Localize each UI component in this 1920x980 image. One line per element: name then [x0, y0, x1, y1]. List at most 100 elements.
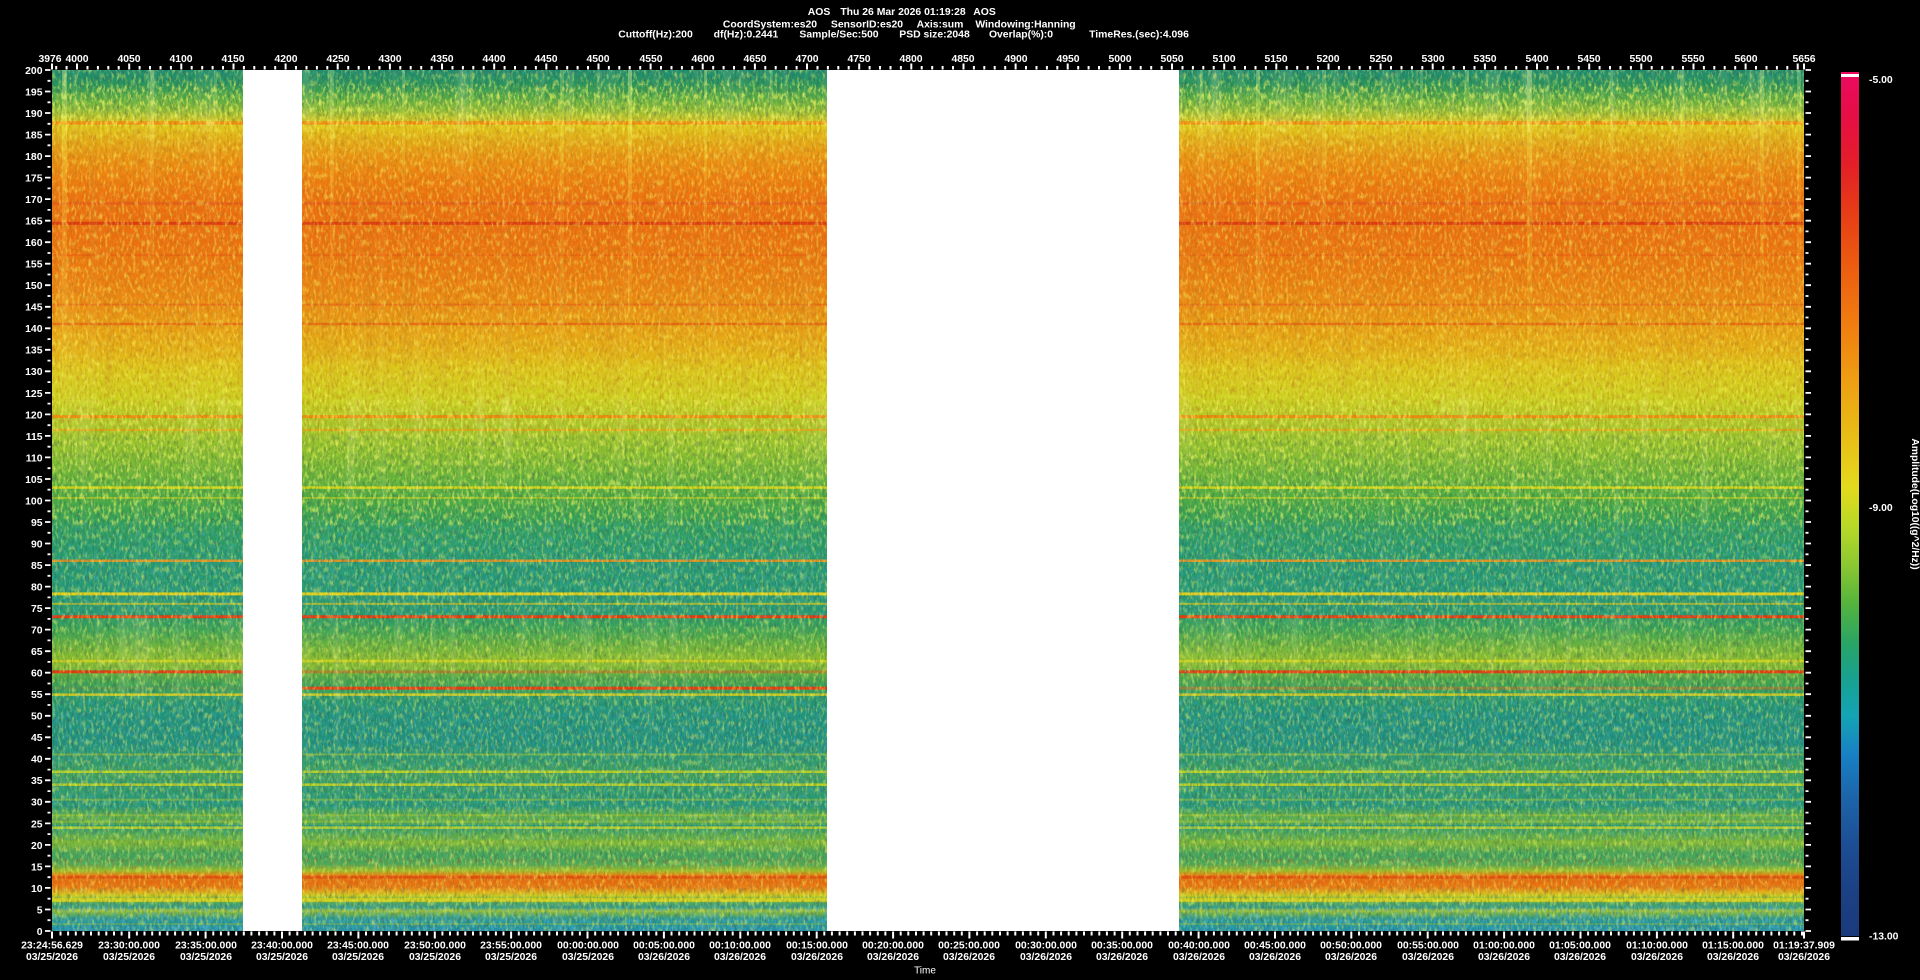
- svg-text:03/26/2026: 03/26/2026: [714, 952, 766, 963]
- svg-text:Cuttoff(Hz):200: Cuttoff(Hz):200: [618, 30, 693, 41]
- svg-text:75: 75: [31, 604, 43, 615]
- svg-text:03/25/2026: 03/25/2026: [180, 952, 232, 963]
- svg-text:4500: 4500: [586, 54, 609, 65]
- svg-text:03/25/2026: 03/25/2026: [26, 952, 78, 963]
- svg-text:Axis:sum: Axis:sum: [917, 19, 964, 30]
- svg-text:5656: 5656: [1792, 54, 1815, 65]
- svg-text:03/26/2026: 03/26/2026: [1402, 952, 1454, 963]
- svg-text:95: 95: [31, 518, 43, 529]
- svg-text:5350: 5350: [1473, 54, 1496, 65]
- svg-text:3976: 3976: [38, 54, 61, 65]
- svg-text:03/26/2026: 03/26/2026: [1478, 952, 1530, 963]
- svg-text:01:15:00.000: 01:15:00.000: [1702, 940, 1764, 951]
- svg-text:23:55:00.000: 23:55:00.000: [480, 940, 542, 951]
- svg-text:4900: 4900: [1004, 54, 1027, 65]
- svg-text:125: 125: [25, 389, 43, 400]
- svg-text:00:55:00.000: 00:55:00.000: [1397, 940, 1459, 951]
- svg-text:65: 65: [31, 647, 43, 658]
- svg-text:60: 60: [31, 669, 43, 680]
- svg-text:df(Hz):0.2441: df(Hz):0.2441: [714, 30, 779, 41]
- svg-text:4300: 4300: [378, 54, 401, 65]
- svg-text:23:45:00.000: 23:45:00.000: [327, 940, 389, 951]
- svg-text:190: 190: [25, 109, 43, 120]
- svg-text:00:05:00.000: 00:05:00.000: [633, 940, 695, 951]
- svg-text:03/26/2026: 03/26/2026: [638, 952, 690, 963]
- svg-text:AOS: AOS: [808, 7, 831, 18]
- svg-text:23:30:00.000: 23:30:00.000: [98, 940, 160, 951]
- svg-text:23:35:00.000: 23:35:00.000: [175, 940, 237, 951]
- svg-text:4250: 4250: [326, 54, 349, 65]
- svg-text:03/26/2026: 03/26/2026: [1554, 952, 1606, 963]
- svg-text:130: 130: [25, 367, 43, 378]
- svg-text:00:20:00.000: 00:20:00.000: [862, 940, 924, 951]
- svg-text:TimeRes.(sec):4.096: TimeRes.(sec):4.096: [1089, 30, 1189, 41]
- svg-text:4150: 4150: [221, 54, 244, 65]
- svg-text:03/26/2026: 03/26/2026: [1631, 952, 1683, 963]
- svg-text:00:15:00.000: 00:15:00.000: [786, 940, 848, 951]
- svg-text:03/26/2026: 03/26/2026: [1325, 952, 1377, 963]
- svg-text:01:19:37.909: 01:19:37.909: [1773, 940, 1835, 951]
- svg-text:4550: 4550: [639, 54, 662, 65]
- svg-text:160: 160: [25, 238, 43, 249]
- svg-text:40: 40: [31, 755, 43, 766]
- svg-text:Time: Time: [914, 966, 936, 977]
- svg-text:Thu 26 Mar 2026 01:19:28: Thu 26 Mar 2026 01:19:28: [840, 7, 966, 18]
- svg-text:155: 155: [25, 260, 43, 271]
- svg-text:01:00:00.000: 01:00:00.000: [1473, 940, 1535, 951]
- svg-text:23:40:00.000: 23:40:00.000: [251, 940, 313, 951]
- svg-text:30: 30: [31, 798, 43, 809]
- svg-text:5550: 5550: [1681, 54, 1704, 65]
- svg-text:5050: 5050: [1160, 54, 1183, 65]
- svg-text:4100: 4100: [169, 54, 192, 65]
- svg-text:85: 85: [31, 561, 43, 572]
- svg-text:03/25/2026: 03/25/2026: [409, 952, 461, 963]
- svg-text:03/25/2026: 03/25/2026: [332, 952, 384, 963]
- svg-text:110: 110: [26, 453, 43, 464]
- svg-text:135: 135: [25, 346, 43, 357]
- svg-text:03/26/2026: 03/26/2026: [1096, 952, 1148, 963]
- svg-text:45: 45: [31, 733, 43, 744]
- svg-text:70: 70: [31, 626, 43, 637]
- svg-text:5500: 5500: [1629, 54, 1652, 65]
- svg-text:03/26/2026: 03/26/2026: [943, 952, 995, 963]
- svg-text:00:40:00.000: 00:40:00.000: [1168, 940, 1230, 951]
- svg-text:115: 115: [26, 432, 43, 443]
- svg-text:50: 50: [31, 712, 43, 723]
- svg-text:5150: 5150: [1264, 54, 1287, 65]
- svg-text:Windowing:Hanning: Windowing:Hanning: [975, 19, 1075, 30]
- svg-text:5300: 5300: [1421, 54, 1444, 65]
- svg-text:5200: 5200: [1316, 54, 1339, 65]
- svg-text:4050: 4050: [117, 54, 140, 65]
- svg-text:4700: 4700: [795, 54, 818, 65]
- svg-text:00:45:00.000: 00:45:00.000: [1244, 940, 1306, 951]
- svg-text:140: 140: [25, 324, 43, 335]
- svg-text:80: 80: [31, 583, 43, 594]
- svg-text:5450: 5450: [1577, 54, 1600, 65]
- svg-text:03/26/2026: 03/26/2026: [791, 952, 843, 963]
- svg-text:20: 20: [31, 841, 43, 852]
- svg-text:PSD size:2048: PSD size:2048: [899, 30, 970, 41]
- svg-text:03/26/2026: 03/26/2026: [1249, 952, 1301, 963]
- svg-text:180: 180: [25, 152, 43, 163]
- svg-text:4600: 4600: [691, 54, 714, 65]
- svg-text:AOS: AOS: [973, 7, 996, 18]
- svg-text:90: 90: [31, 539, 43, 550]
- svg-text:01:10:00.000: 01:10:00.000: [1626, 940, 1688, 951]
- svg-text:200: 200: [25, 66, 43, 77]
- svg-text:Overlap(%):0: Overlap(%):0: [989, 30, 1053, 41]
- svg-text:100: 100: [25, 496, 43, 507]
- svg-text:4650: 4650: [743, 54, 766, 65]
- svg-text:03/26/2026: 03/26/2026: [1020, 952, 1072, 963]
- svg-text:4950: 4950: [1056, 54, 1079, 65]
- svg-text:-9.00: -9.00: [1869, 503, 1893, 514]
- svg-text:145: 145: [25, 303, 43, 314]
- svg-text:4850: 4850: [951, 54, 974, 65]
- svg-text:0: 0: [37, 927, 43, 938]
- svg-text:03/25/2026: 03/25/2026: [485, 952, 537, 963]
- svg-text:03/25/2026: 03/25/2026: [103, 952, 155, 963]
- svg-text:03/26/2026: 03/26/2026: [1778, 952, 1830, 963]
- svg-text:00:25:00.000: 00:25:00.000: [938, 940, 1000, 951]
- svg-text:4200: 4200: [274, 54, 297, 65]
- svg-text:Sample/Sec:500: Sample/Sec:500: [799, 30, 878, 41]
- svg-text:03/26/2026: 03/26/2026: [1707, 952, 1759, 963]
